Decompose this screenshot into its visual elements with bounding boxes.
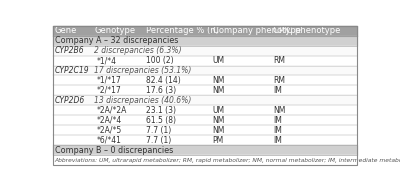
Text: *1/*4: *1/*4 [96, 56, 116, 65]
Text: 7.7 (1): 7.7 (1) [146, 126, 171, 135]
Text: 100 (2): 100 (2) [146, 56, 174, 65]
Text: UM: UM [213, 106, 225, 115]
Text: 23.1 (3): 23.1 (3) [146, 106, 176, 115]
Text: IM: IM [273, 126, 282, 135]
Text: *6/*41: *6/*41 [96, 136, 121, 145]
Text: NM: NM [213, 126, 225, 135]
Text: CYP2D6: CYP2D6 [55, 96, 85, 105]
Text: UM: UM [213, 56, 225, 65]
Text: 2 discrepancies (6.3%): 2 discrepancies (6.3%) [94, 46, 182, 55]
Text: Company A – 32 discrepancies: Company A – 32 discrepancies [55, 36, 178, 45]
Text: NM: NM [213, 86, 225, 95]
Text: *2/*17: *2/*17 [96, 86, 121, 95]
Bar [53, 145, 357, 155]
Text: 17.6 (3): 17.6 (3) [146, 86, 176, 95]
Bar [53, 135, 357, 145]
Bar [53, 26, 357, 36]
Text: 17 discrepancies (53.1%): 17 discrepancies (53.1%) [94, 66, 192, 75]
Text: 82.4 (14): 82.4 (14) [146, 76, 180, 85]
Text: CPIC phenotype: CPIC phenotype [273, 26, 341, 35]
Text: *2A/*4: *2A/*4 [96, 116, 122, 125]
Text: *2A/*5: *2A/*5 [96, 126, 122, 135]
Text: RM: RM [273, 56, 285, 65]
Bar [53, 95, 357, 105]
Text: RM: RM [273, 76, 285, 85]
Bar [53, 85, 357, 95]
Text: NM: NM [213, 76, 225, 85]
Text: Abbreviations: UM, ultrarapid metabolizer; RM, rapid metabolizer; NM, normal met: Abbreviations: UM, ultrarapid metabolize… [54, 158, 400, 163]
Text: PM: PM [213, 136, 224, 145]
Text: IM: IM [273, 136, 282, 145]
Bar [53, 66, 357, 75]
Text: 13 discrepancies (40.6%): 13 discrepancies (40.6%) [94, 96, 192, 105]
Text: Genotype: Genotype [94, 26, 135, 35]
Text: IM: IM [273, 116, 282, 125]
Text: *2A/*2A: *2A/*2A [96, 106, 127, 115]
Text: IM: IM [273, 86, 282, 95]
Text: Gene: Gene [55, 26, 77, 35]
Text: CYP2C19: CYP2C19 [55, 66, 89, 75]
Bar [53, 115, 357, 125]
Text: Company phenotype: Company phenotype [213, 26, 301, 35]
Text: Percentage % (n): Percentage % (n) [146, 26, 219, 35]
Text: Company B – 0 discrepancies: Company B – 0 discrepancies [55, 146, 173, 155]
Bar [53, 155, 357, 165]
Bar [53, 125, 357, 135]
Text: *1/*17: *1/*17 [96, 76, 121, 85]
Text: CYP2B6: CYP2B6 [55, 46, 84, 55]
Text: 7.7 (1): 7.7 (1) [146, 136, 171, 145]
Bar [53, 75, 357, 85]
Bar [53, 36, 357, 46]
Text: NM: NM [273, 106, 286, 115]
Bar [53, 46, 357, 56]
Text: NM: NM [213, 116, 225, 125]
Bar [53, 105, 357, 115]
Text: 61.5 (8): 61.5 (8) [146, 116, 176, 125]
Bar [53, 56, 357, 66]
